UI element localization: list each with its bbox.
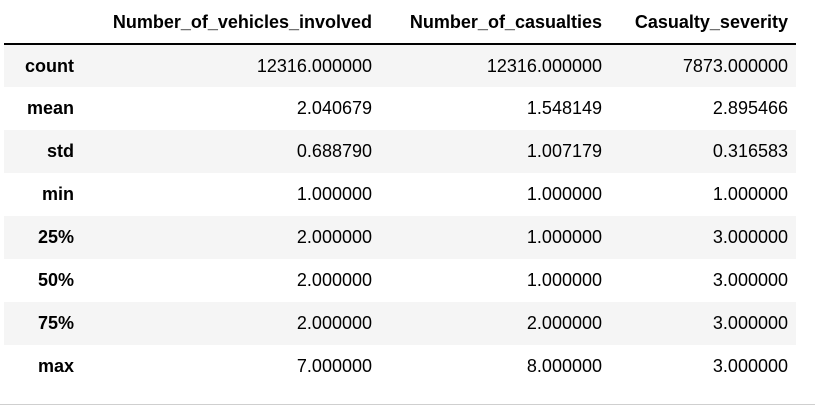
table-cell: 2.000000 (526, 313, 602, 333)
row-label: min (41, 184, 74, 204)
table-cell: 3.000000 (712, 227, 788, 247)
table-cell: 12316.000000 (486, 55, 602, 76)
row-label: mean (26, 98, 74, 118)
table-cell: 1.000000 (526, 227, 602, 247)
table-row: min 1.000000 1.000000 1.000000 (4, 173, 796, 216)
table-cell: 3.000000 (712, 313, 788, 333)
table-cell: 3.000000 (712, 356, 788, 376)
table-header: Number_of_vehicles_involved Number_of_ca… (4, 1, 796, 45)
table-cell: 8.000000 (526, 356, 602, 376)
table-cell: 1.548149 (526, 98, 602, 118)
table-cell: 0.688790 (296, 141, 372, 161)
table-row: std 0.688790 1.007179 0.316583 (4, 130, 796, 173)
table-cell: 2.000000 (296, 270, 372, 290)
table-cell: 7.000000 (296, 356, 372, 376)
table-row: max 7.000000 8.000000 3.000000 (4, 345, 796, 388)
table-row: count 12316.000000 12316.000000 7873.000… (4, 44, 796, 87)
table-cell: 0.316583 (712, 141, 788, 161)
table-cell: 12316.000000 (256, 55, 372, 76)
row-label: 50% (37, 270, 74, 290)
table-body: count 12316.000000 12316.000000 7873.000… (4, 44, 796, 388)
row-label: std (47, 141, 74, 161)
column-header-severity: Casualty_severity (610, 1, 796, 45)
table-row: 50% 2.000000 1.000000 3.000000 (4, 259, 796, 302)
table-cell: 2.895466 (712, 98, 788, 118)
table-cell: 1.000000 (296, 184, 372, 204)
index-header (4, 1, 82, 45)
table-cell: 1.000000 (712, 184, 788, 204)
output-divider (0, 404, 815, 405)
row-label: 25% (37, 227, 74, 247)
describe-table: Number_of_vehicles_involved Number_of_ca… (4, 1, 796, 388)
table-cell: 1.007179 (526, 141, 602, 161)
table-row: 25% 2.000000 1.000000 3.000000 (4, 216, 796, 259)
table-cell: 2.000000 (296, 313, 372, 333)
row-label: max (37, 356, 74, 376)
column-header-casualties: Number_of_casualties (380, 1, 610, 45)
row-label: count (25, 55, 74, 76)
table-cell: 7873.000000 (682, 55, 788, 76)
table-cell: 3.000000 (712, 270, 788, 290)
table-cell: 2.000000 (296, 227, 372, 247)
table-row: 75% 2.000000 2.000000 3.000000 (4, 302, 796, 345)
header-row: Number_of_vehicles_involved Number_of_ca… (4, 1, 796, 45)
table-cell: 1.000000 (526, 270, 602, 290)
row-label: 75% (37, 313, 74, 333)
table-row: mean 2.040679 1.548149 2.895466 (4, 87, 796, 130)
table-cell: 1.000000 (526, 184, 602, 204)
table-cell: 2.040679 (296, 98, 372, 118)
column-header-vehicles: Number_of_vehicles_involved (82, 1, 380, 45)
